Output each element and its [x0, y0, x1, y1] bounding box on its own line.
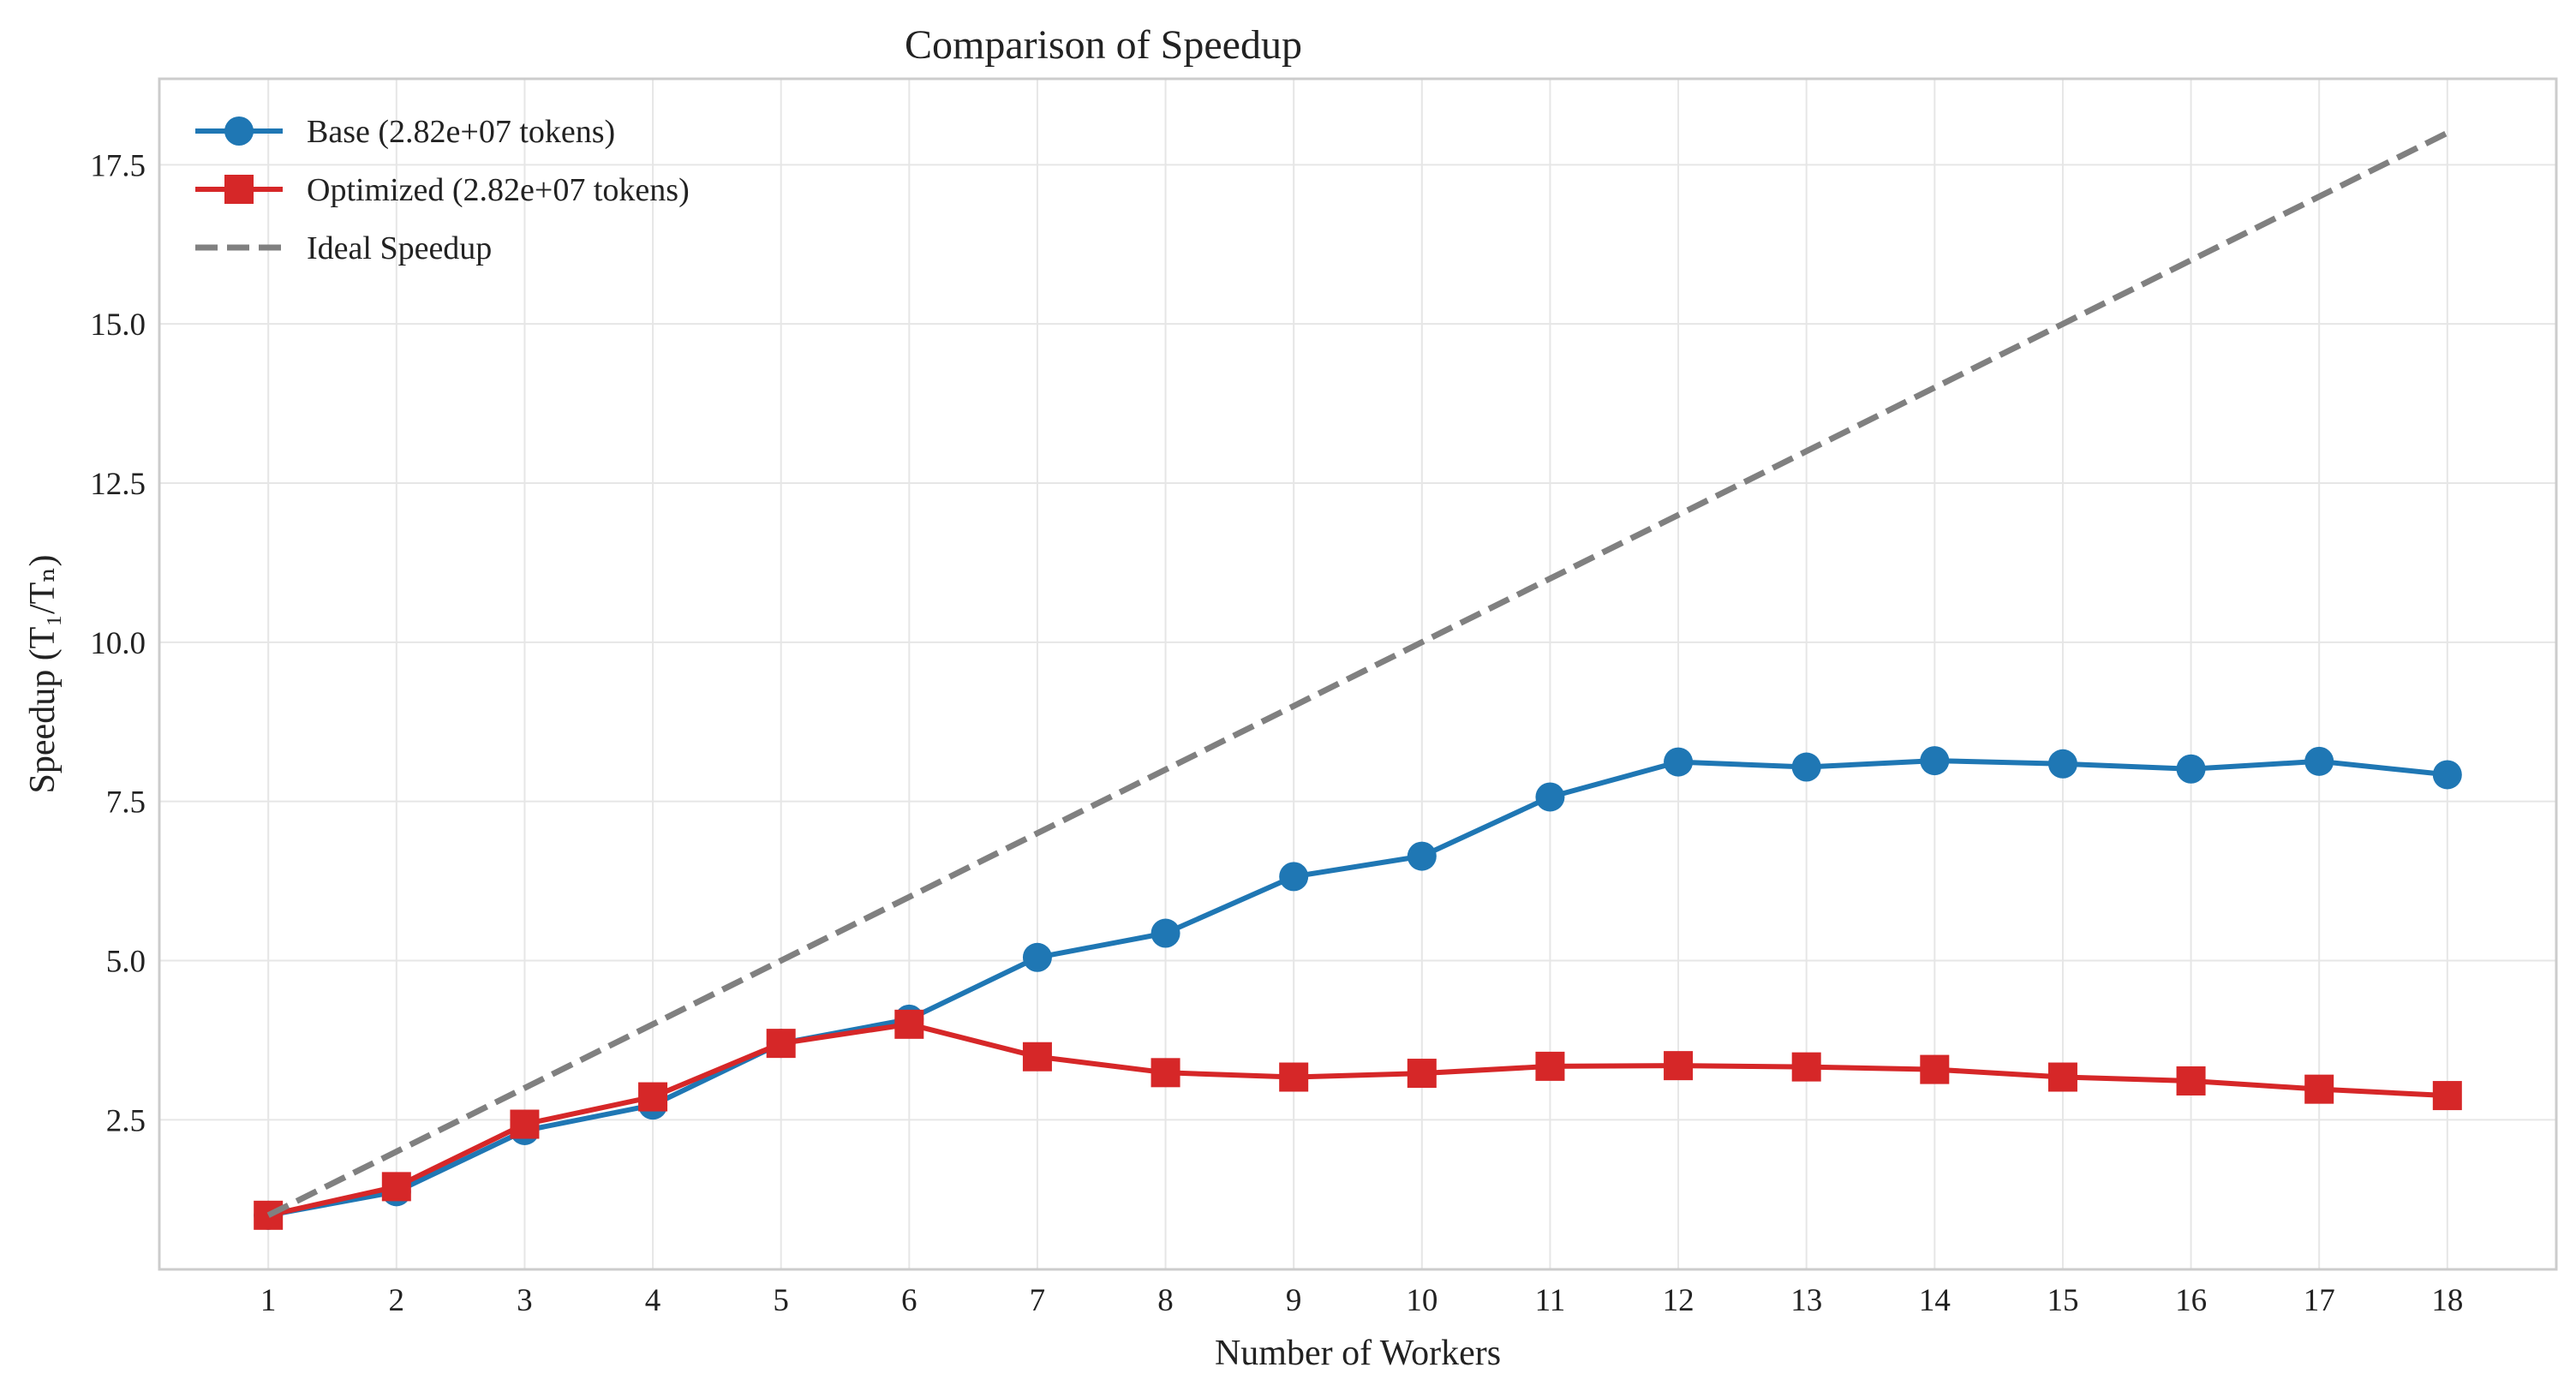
legend-label: Ideal Speedup [307, 230, 492, 266]
data-point [638, 1082, 668, 1112]
data-point [1151, 918, 1180, 948]
series-layer [254, 130, 2462, 1230]
y-tick-label: 2.5 [106, 1103, 146, 1138]
data-point [1535, 782, 1565, 812]
x-tick-label: 12 [1663, 1283, 1694, 1318]
x-tick-label: 8 [1157, 1283, 1174, 1318]
x-tick-label: 7 [1030, 1283, 1046, 1318]
y-tick-label: 17.5 [90, 148, 146, 183]
data-point [254, 1200, 284, 1230]
data-point [2432, 1081, 2462, 1111]
data-point [2047, 1062, 2077, 1092]
legend-item: Base (2.82e+07 tokens) [195, 114, 615, 150]
plot-frame [158, 77, 2558, 1271]
series-line [267, 1021, 2447, 1218]
legend: Base (2.82e+07 tokens) Optimized (2.82e+0… [195, 114, 690, 266]
x-tick-label: 5 [773, 1283, 789, 1318]
data-point [1664, 747, 1694, 777]
data-point [1664, 1051, 1694, 1081]
data-point [1535, 1051, 1565, 1081]
data-point [2304, 1074, 2334, 1104]
x-tick-label: 2 [389, 1283, 405, 1318]
x-tick-label: 9 [1286, 1283, 1302, 1318]
x-tick-label: 16 [2175, 1283, 2207, 1318]
x-tick-label: 17 [2304, 1283, 2335, 1318]
y-axis-ticks: 2.5 5.0 7.5 10.0 12.5 15.0 17.5 [90, 148, 146, 1138]
legend-label: Optimized (2.82e+07 tokens) [307, 172, 690, 208]
data-point [1920, 746, 1950, 776]
data-point [1151, 1058, 1180, 1088]
data-point [510, 1109, 540, 1139]
series-line [267, 758, 2448, 1218]
x-tick-label: 1 [260, 1283, 277, 1318]
legend-item: Ideal Speedup [195, 230, 492, 266]
x-axis-ticks: 1 2 3 4 5 6 7 8 9 10 11 12 13 14 15 16 17 18 [260, 1283, 2463, 1318]
x-tick-label: 11 [1535, 1283, 1566, 1318]
y-tick-label: 7.5 [106, 785, 146, 821]
data-point [1022, 1042, 1052, 1072]
chart-title: Comparison of Speedup [905, 22, 1302, 68]
data-point [1279, 1062, 1309, 1092]
data-point [2176, 1066, 2206, 1096]
y-tick-label: 5.0 [106, 944, 146, 979]
x-tick-label: 4 [645, 1283, 661, 1318]
data-point [1022, 942, 1052, 972]
x-tick-label: 10 [1406, 1283, 1437, 1318]
series-ideal [266, 130, 2449, 1218]
y-tick-label: 10.0 [90, 626, 146, 661]
data-point [2176, 754, 2206, 784]
y-tick-label: 15.0 [90, 307, 146, 343]
data-point [1407, 841, 1437, 871]
x-tick-label: 6 [901, 1283, 917, 1318]
legend-label: Base (2.82e+07 tokens) [307, 114, 615, 150]
legend-item: Optimized (2.82e+07 tokens) [195, 172, 690, 208]
x-tick-label: 15 [2047, 1283, 2078, 1318]
data-point [1279, 862, 1309, 892]
legend-marker [224, 116, 254, 146]
data-point [1920, 1054, 1950, 1084]
series-line [266, 130, 2449, 1218]
data-point [1791, 752, 1821, 782]
data-point [2304, 746, 2334, 776]
series-optimized [254, 1009, 2462, 1230]
data-point [2047, 749, 2077, 779]
x-tick-label: 3 [517, 1283, 533, 1318]
data-point [381, 1172, 411, 1202]
x-axis-label: Number of Workers [1215, 1334, 1501, 1373]
data-point [2432, 760, 2462, 790]
data-point [1407, 1059, 1437, 1089]
y-axis-label: Speedup (T₁/Tₙ) [23, 555, 63, 794]
legend-marker [224, 175, 254, 204]
data-point [766, 1029, 796, 1059]
x-tick-label: 18 [2431, 1283, 2463, 1318]
data-point [1791, 1052, 1821, 1082]
y-tick-label: 12.5 [90, 467, 146, 502]
x-tick-label: 14 [1919, 1283, 1951, 1318]
data-point [894, 1009, 924, 1039]
x-tick-label: 13 [1790, 1283, 1822, 1318]
